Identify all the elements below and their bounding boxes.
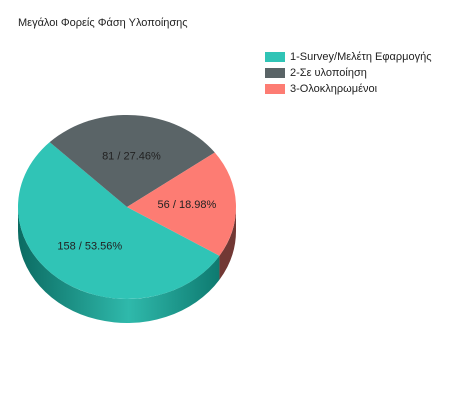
legend-swatch	[265, 52, 285, 62]
legend-label: 2-Σε υλοποίηση	[290, 67, 367, 79]
legend-swatch	[265, 84, 285, 94]
slice-side	[18, 207, 220, 323]
legend: 1-Survey/Μελέτη Εφαρμογής 2-Σε υλοποίηση 3…	[265, 51, 432, 95]
data-label: 81 / 27.46%	[102, 150, 161, 162]
slice	[49, 115, 215, 207]
slice	[127, 152, 236, 256]
legend-label: 1-Survey/Μελέτη Εφαρμογής	[290, 51, 432, 63]
slice	[17, 142, 220, 300]
legend-label: 3-Ολοκληρωμένοι	[290, 83, 378, 95]
data-label: 56 / 18.98%	[158, 199, 217, 211]
pie: 158 / 53.56% 81 / 27.46% 56 / 18.98%	[17, 115, 236, 323]
slice-side	[219, 207, 236, 280]
chart-title: Μεγάλοι Φορείς Φάση Υλοποίησης	[18, 17, 188, 29]
data-label: 158 / 53.56%	[57, 241, 122, 253]
legend-swatch	[265, 68, 285, 78]
